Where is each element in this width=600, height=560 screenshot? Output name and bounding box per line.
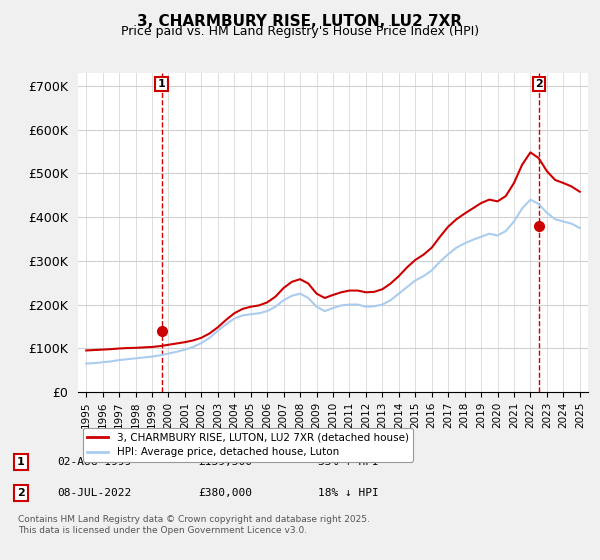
- Text: 02-AUG-1999: 02-AUG-1999: [57, 457, 131, 467]
- Text: 3, CHARMBURY RISE, LUTON, LU2 7XR: 3, CHARMBURY RISE, LUTON, LU2 7XR: [137, 14, 463, 29]
- Text: Contains HM Land Registry data © Crown copyright and database right 2025.
This d: Contains HM Land Registry data © Crown c…: [18, 515, 370, 535]
- Text: £380,000: £380,000: [198, 488, 252, 498]
- Text: 35% ↑ HPI: 35% ↑ HPI: [318, 457, 379, 467]
- Text: Price paid vs. HM Land Registry's House Price Index (HPI): Price paid vs. HM Land Registry's House …: [121, 25, 479, 38]
- Text: 08-JUL-2022: 08-JUL-2022: [57, 488, 131, 498]
- Text: 2: 2: [535, 79, 543, 89]
- Text: 1: 1: [17, 457, 25, 467]
- Text: 1: 1: [158, 79, 166, 89]
- Text: 18% ↓ HPI: 18% ↓ HPI: [318, 488, 379, 498]
- Legend: 3, CHARMBURY RISE, LUTON, LU2 7XR (detached house), HPI: Average price, detached: 3, CHARMBURY RISE, LUTON, LU2 7XR (detac…: [83, 428, 413, 461]
- Text: 2: 2: [17, 488, 25, 498]
- Text: £139,500: £139,500: [198, 457, 252, 467]
